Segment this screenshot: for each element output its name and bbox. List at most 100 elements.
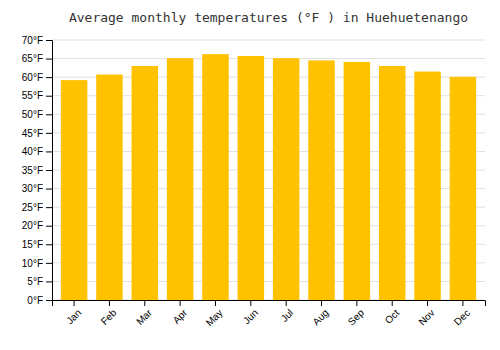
tick-mark xyxy=(356,300,357,306)
tick-mark xyxy=(46,77,52,78)
bar xyxy=(273,58,300,300)
tick-label: 20°F xyxy=(22,220,43,231)
bar xyxy=(167,58,194,300)
y-axis: 0°F 5°F 10°F 15°F 20°F 25°F 30°F 35°F 40°F 45°F 50… xyxy=(22,35,53,306)
tick-label: 70°F xyxy=(22,35,43,46)
tick-label: 0°F xyxy=(27,295,43,306)
tick-mark xyxy=(144,300,145,306)
plot: 0°F 5°F 10°F 15°F 20°F 25°F 30°F 35°F 40°F 45°F 50… xyxy=(22,35,486,329)
tick-mark xyxy=(46,244,52,245)
tick-label: Mar xyxy=(134,307,154,327)
tick: Apr xyxy=(171,300,190,326)
tick-mark xyxy=(46,133,52,134)
tick-mark xyxy=(46,207,52,208)
bar xyxy=(96,75,123,300)
tick-mark xyxy=(46,40,52,41)
tick: Jan xyxy=(64,300,83,326)
grid-line xyxy=(52,40,485,41)
tick-mark xyxy=(250,300,251,306)
tick-label: Feb xyxy=(99,307,119,327)
tick-mark xyxy=(392,300,393,306)
tick-label: 15°F xyxy=(22,239,43,250)
tick: Feb xyxy=(99,300,119,327)
tick-label: Dec xyxy=(452,307,472,327)
grid xyxy=(52,40,485,300)
tick-mark xyxy=(215,300,216,306)
tick-mark xyxy=(427,300,428,306)
tick-label: 40°F xyxy=(22,146,43,157)
tick: 25°F xyxy=(22,202,52,213)
tick: May xyxy=(204,300,225,328)
tick-label: Aug xyxy=(310,307,330,327)
tick-label: 65°F xyxy=(22,53,43,64)
tick: 70°F xyxy=(22,35,52,46)
tick-label: 60°F xyxy=(22,72,43,83)
tick-label: May xyxy=(204,307,225,328)
chart: 0°F 5°F 10°F 15°F 20°F 25°F 30°F 35°F 40°F 45°F 50… xyxy=(0,0,500,350)
tick-mark xyxy=(46,151,52,152)
tick: 45°F xyxy=(22,128,52,139)
bar xyxy=(344,62,371,300)
bar xyxy=(132,66,159,300)
tick-label: Nov xyxy=(416,307,436,327)
tick-label: 30°F xyxy=(22,183,43,194)
bars xyxy=(61,54,476,300)
tick: Oct xyxy=(383,300,402,326)
tick: Nov xyxy=(416,300,436,327)
tick-label: 55°F xyxy=(22,90,43,101)
tick-label: Jan xyxy=(64,307,83,326)
tick-label: 50°F xyxy=(22,109,43,120)
tick: 35°F xyxy=(22,165,52,176)
tick-mark xyxy=(321,300,322,306)
tick-label: Oct xyxy=(383,307,402,326)
tick-mark xyxy=(109,300,110,306)
tick-mark xyxy=(286,300,287,306)
tick: 60°F xyxy=(22,72,52,83)
grid-line xyxy=(52,58,485,59)
x-axis: Jan Feb Mar Apr May Jun Jul Aug Sep Oct Nov Dec xyxy=(53,300,486,328)
axis-line xyxy=(53,301,486,307)
tick-mark xyxy=(462,300,463,306)
tick-mark xyxy=(46,59,52,60)
tick: 20°F xyxy=(22,220,52,231)
bar xyxy=(308,60,335,300)
bar xyxy=(414,72,441,300)
tick-label: 45°F xyxy=(22,128,43,139)
tick: 50°F xyxy=(22,109,52,120)
tick: 0°F xyxy=(27,295,52,306)
tick-mark xyxy=(46,96,52,97)
tick: Dec xyxy=(452,300,472,327)
tick: 30°F xyxy=(22,183,52,194)
tick-mark xyxy=(74,300,75,306)
tick-mark xyxy=(46,281,52,282)
tick-label: Apr xyxy=(171,307,190,326)
axis-line xyxy=(46,41,53,301)
tick-mark xyxy=(180,300,181,306)
tick: 55°F xyxy=(22,90,52,101)
bar xyxy=(238,56,265,300)
tick-mark xyxy=(46,170,52,171)
tick: 5°F xyxy=(27,276,52,287)
tick-mark xyxy=(46,300,52,301)
title: Average monthly temperatures (°F ) in Hu… xyxy=(69,10,468,25)
tick-mark xyxy=(46,189,52,190)
tick: 40°F xyxy=(22,146,52,157)
tick: Jul xyxy=(279,300,296,324)
tick: 65°F xyxy=(22,53,52,64)
tick-label: Jul xyxy=(279,307,296,324)
tick-mark xyxy=(46,114,52,115)
tick-mark xyxy=(46,263,52,264)
tick: Jun xyxy=(241,300,260,326)
tick: Aug xyxy=(310,300,330,327)
tick-label: Sep xyxy=(346,307,367,328)
tick: Sep xyxy=(346,300,367,327)
tick-label: Jun xyxy=(241,307,260,326)
tick: 10°F xyxy=(22,258,52,269)
tick: Mar xyxy=(134,300,154,327)
tick-label: 25°F xyxy=(22,202,43,213)
bar xyxy=(61,80,88,300)
tick-mark xyxy=(46,226,52,227)
tick: 15°F xyxy=(22,239,52,250)
bar xyxy=(202,54,229,300)
tick-label: 10°F xyxy=(22,258,43,269)
